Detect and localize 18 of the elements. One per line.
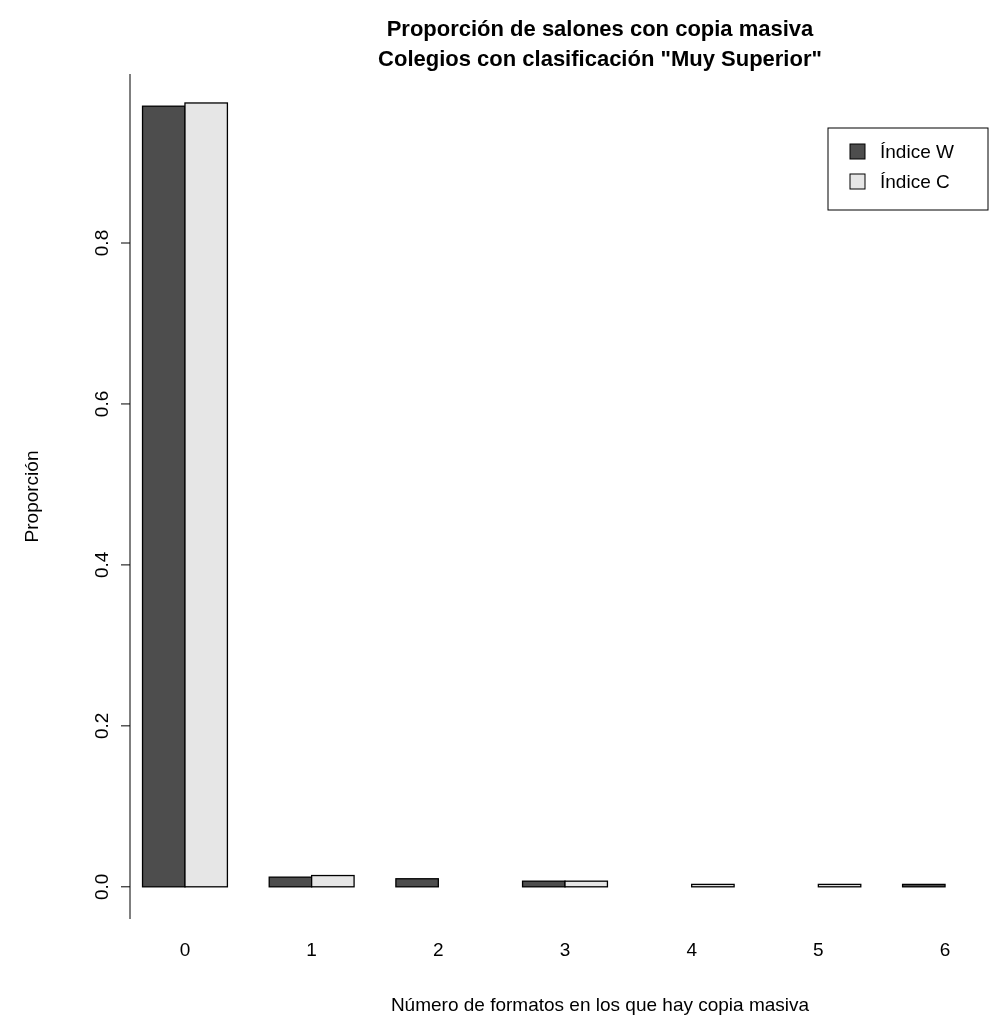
x-tick-label: 4 — [686, 939, 698, 960]
x-tick-label: 1 — [306, 939, 317, 960]
chart-title: Proporción de salones con copia masiva Colegios con clasificación "Muy Superior" — [378, 16, 822, 71]
y-axis-title: Proporción — [21, 450, 42, 543]
legend-label: Índice C — [880, 171, 950, 192]
y-tick-label: 0.8 — [91, 229, 112, 257]
x-tick-label: 5 — [813, 939, 824, 960]
legend-label: Índice W — [880, 141, 954, 162]
x-tick-label: 0 — [179, 939, 191, 960]
y-tick-label: 0.6 — [91, 390, 112, 418]
y-tick-label: 0.0 — [91, 873, 112, 901]
y-tick-label: 0.4 — [91, 551, 112, 579]
x-tick-label: 2 — [433, 939, 444, 960]
y-tick-label: 0.2 — [91, 712, 112, 740]
x-tick-label: 3 — [559, 939, 571, 960]
bar — [395, 878, 439, 888]
x-tick-label: 6 — [939, 939, 951, 960]
x-axis-title: Número de formatos en los que hay copia masiva — [390, 994, 810, 1015]
